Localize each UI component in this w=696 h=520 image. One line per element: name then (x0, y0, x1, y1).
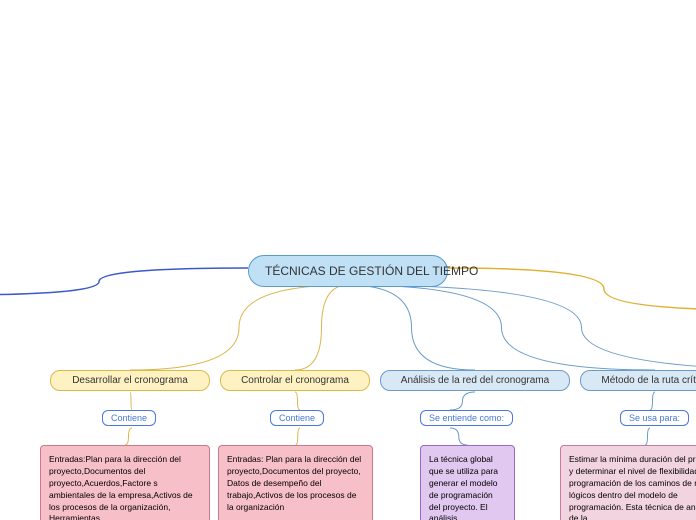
child-node-c4[interactable]: Método de la ruta crítica (580, 370, 696, 391)
desc-c2: Entradas: Plan para la dirección del pro… (218, 445, 373, 520)
child-node-c3[interactable]: Análisis de la red del cronograma (380, 370, 570, 391)
child-node-c2[interactable]: Controlar el cronograma (220, 370, 370, 391)
label-c4: Se usa para: (620, 410, 689, 426)
child-node-c1[interactable]: Desarrollar el cronograma (50, 370, 210, 391)
label-c3: Se entiende como: (420, 410, 513, 426)
desc-c3: La técnica global que se utiliza para ge… (420, 445, 515, 520)
desc-c4: Estimar la mínima duración del proyecto … (560, 445, 696, 520)
label-c1: Contiene (102, 410, 156, 426)
label-c2: Contiene (270, 410, 324, 426)
root-node[interactable]: TÉCNICAS DE GESTIÓN DEL TIEMPO (248, 255, 448, 287)
mindmap-canvas: TÉCNICAS DE GESTIÓN DEL TIEMPO Desarrolla… (0, 0, 696, 520)
desc-c1: Entradas:Plan para la dirección del proy… (40, 445, 210, 520)
